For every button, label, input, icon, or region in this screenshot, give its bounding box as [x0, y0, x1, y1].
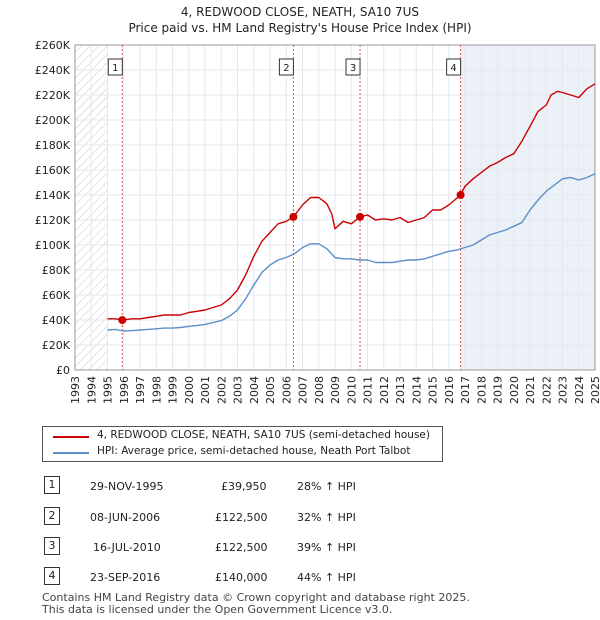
y-tick-label: £180K	[35, 139, 71, 152]
sale-point-marker	[289, 212, 298, 221]
table-row: 1 29-NOV-1995 £39,950 28% ↑ HPI	[0, 476, 600, 498]
table-row: 3 16-JUL-2010 £122,500 39% ↑ HPI	[0, 537, 600, 559]
post-sale-band	[460, 45, 595, 370]
y-tick-label: £220K	[35, 89, 71, 102]
x-tick-label: 2022	[540, 376, 553, 404]
x-tick-label: 2004	[248, 376, 261, 404]
chart-title-line1: 4, REDWOOD CLOSE, NEATH, SA10 7US	[181, 5, 419, 19]
x-tick-label: 1996	[118, 376, 131, 404]
sale-price: £122,500	[215, 511, 268, 524]
footer-copyright: Contains HM Land Registry data © Crown c…	[42, 591, 470, 604]
x-tick-label: 1999	[167, 376, 180, 404]
y-tick-label: £20K	[42, 339, 71, 352]
y-tick-label: £200K	[35, 114, 71, 127]
sale-marker-badge: 3	[44, 537, 60, 555]
legend: 4, REDWOOD CLOSE, NEATH, SA10 7US (semi-…	[42, 426, 443, 462]
x-tick-label: 2012	[378, 376, 391, 404]
sale-point-marker	[356, 212, 365, 221]
property-price-line	[107, 83, 596, 321]
sale-date: 29-NOV-1995	[90, 480, 164, 493]
x-tick-label: 2023	[557, 376, 570, 404]
y-tick-label: £60K	[42, 289, 71, 302]
x-tick-label: 2007	[297, 376, 310, 404]
table-row: 4 23-SEP-2016 £140,000 44% ↑ HPI	[0, 567, 600, 589]
sale-label-number: 1	[112, 63, 118, 74]
x-tick-label: 2020	[508, 376, 521, 404]
x-tick-label: 2002	[215, 376, 228, 404]
x-tick-label: 2005	[264, 376, 277, 404]
x-tick-label: 2010	[345, 376, 358, 404]
sale-label-box	[446, 58, 462, 76]
x-tick-label: 2014	[410, 376, 423, 404]
sale-hpi-change: 28% ↑ HPI	[297, 480, 356, 493]
sale-point-marker	[118, 316, 127, 325]
table-row: 2 08-JUN-2006 £122,500 32% ↑ HPI	[0, 507, 600, 529]
x-tick-label: 1994	[85, 376, 98, 404]
plot-area: £0 £20K £40K £60K £80K £100K £120K £140K £160K £1…	[35, 39, 600, 404]
sale-date: 16-JUL-2010	[93, 541, 161, 554]
sale-label-number: 2	[283, 63, 289, 74]
sale-date: 23-SEP-2016	[90, 571, 161, 584]
x-tick-label: 2009	[329, 376, 342, 404]
y-tick-label: £40K	[42, 314, 71, 327]
y-tick-label: £120K	[35, 214, 71, 227]
x-tick-label: 2015	[427, 376, 440, 404]
sale-hpi-change: 39% ↑ HPI	[297, 541, 356, 554]
x-tick-label: 2017	[459, 376, 472, 404]
y-tick-label: £160K	[35, 164, 71, 177]
x-tick-label: 2025	[589, 376, 600, 404]
x-tick-label: 2001	[199, 376, 212, 404]
sale-marker-badge: 1	[44, 476, 60, 494]
sale-price: £122,500	[215, 541, 268, 554]
y-tick-label: £80K	[42, 264, 71, 277]
legend-label-hpi: HPI: Average price, semi-detached house,…	[97, 445, 411, 457]
sale-price: £140,000	[215, 571, 268, 584]
y-tick-label: £0	[56, 364, 70, 377]
hpi-line	[107, 173, 596, 332]
x-tick-label: 2018	[475, 376, 488, 404]
x-tick-label: 1993	[69, 376, 82, 404]
sale-marker-badge: 4	[44, 567, 60, 585]
x-tick-label: 2000	[183, 376, 196, 404]
sale-label-box	[345, 58, 361, 76]
sale-price: £39,950	[221, 480, 267, 493]
x-tick-label: 2019	[492, 376, 505, 404]
y-tick-label: £260K	[35, 39, 71, 52]
price-chart: 4, REDWOOD CLOSE, NEATH, SA10 7US Price …	[35, 5, 600, 404]
sale-date: 08-JUN-2006	[90, 511, 161, 524]
y-tick-label: £140K	[35, 189, 71, 202]
x-tick-label: 2011	[362, 376, 375, 404]
sale-label-number: 4	[450, 63, 456, 74]
sale-marker-badge: 2	[44, 507, 60, 525]
x-tick-label: 2008	[313, 376, 326, 404]
chart-title-line2: Price paid vs. HM Land Registry's House …	[128, 21, 471, 35]
footer-license: This data is licensed under the Open Gov…	[42, 603, 393, 616]
y-tick-label: £240K	[35, 64, 71, 77]
x-tick-label: 2013	[394, 376, 407, 404]
x-tick-label: 2021	[524, 376, 537, 404]
legend-label-property: 4, REDWOOD CLOSE, NEATH, SA10 7US (semi-…	[97, 429, 430, 441]
y-tick-label: £100K	[35, 239, 71, 252]
legend-swatch-hpi	[53, 452, 89, 454]
plot-frame	[74, 44, 596, 371]
sale-hpi-change: 32% ↑ HPI	[297, 511, 356, 524]
sale-label-box	[278, 58, 294, 76]
x-tick-label: 1998	[150, 376, 163, 404]
x-tick-label: 2006	[280, 376, 293, 404]
sale-label-number: 3	[350, 63, 356, 74]
x-tick-label: 2024	[573, 376, 586, 404]
x-tick-label: 2003	[232, 376, 245, 404]
x-tick-label: 1995	[102, 376, 115, 404]
legend-swatch-property	[53, 436, 89, 438]
sale-point-marker	[456, 191, 465, 199]
x-tick-label: 1997	[134, 376, 147, 404]
sale-hpi-change: 44% ↑ HPI	[297, 571, 356, 584]
sale-label-box	[107, 58, 123, 76]
x-tick-label: 2016	[443, 376, 456, 404]
